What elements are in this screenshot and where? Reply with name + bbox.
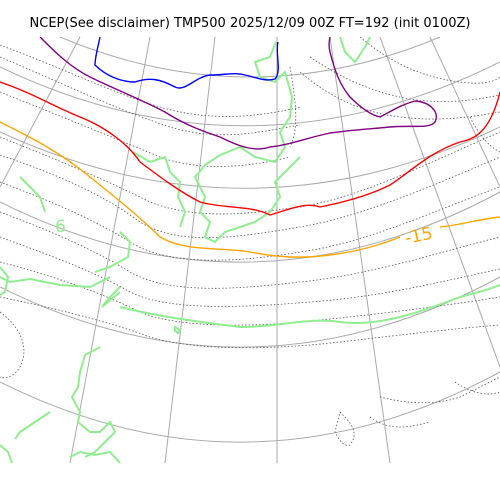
contour-label-minus15: -15 <box>403 224 434 249</box>
isotherm <box>309 56 500 102</box>
coastline <box>0 276 111 289</box>
coastline <box>0 444 13 463</box>
isotherm <box>0 56 301 136</box>
isotherm <box>0 236 500 307</box>
isotherm-minus15 <box>0 121 401 258</box>
graticule <box>0 37 500 463</box>
isotherm <box>0 131 500 215</box>
coastline <box>69 450 121 463</box>
longitude-line <box>69 37 151 463</box>
latitude-line <box>0 126 500 189</box>
coastline <box>339 37 371 64</box>
isotherm <box>379 376 500 404</box>
coastline <box>19 176 46 213</box>
latitude-line <box>0 61 500 127</box>
isotherms-minor <box>0 37 500 446</box>
latitude-line <box>0 276 500 348</box>
latitude-line <box>0 371 500 443</box>
isotherm-blue <box>94 37 279 89</box>
isotherm <box>0 181 500 261</box>
coastline <box>174 325 182 335</box>
coastline <box>193 41 301 244</box>
coastline <box>132 151 187 228</box>
coastline <box>0 266 10 296</box>
isotherm <box>0 44 301 117</box>
isotherm-purple <box>39 37 437 150</box>
longitude-line <box>379 37 500 368</box>
isotherm <box>299 71 500 120</box>
isotherm <box>369 416 431 428</box>
isotherm-red <box>0 81 500 216</box>
isotherm <box>0 311 25 379</box>
isotherm <box>0 91 291 167</box>
isotherm <box>0 261 500 326</box>
isotherm <box>0 211 500 289</box>
isotherm <box>359 37 500 84</box>
coastline <box>14 411 51 440</box>
coastline <box>70 346 117 458</box>
contour-label-minus6: 6 <box>55 217 66 237</box>
coastlines <box>0 37 500 463</box>
isotherm <box>0 296 500 349</box>
isotherm <box>334 411 355 446</box>
isotherm-minus15-east <box>439 216 500 228</box>
latitude-line <box>59 37 441 78</box>
coastline <box>119 284 500 329</box>
coastline <box>94 231 132 273</box>
isotherm <box>289 66 297 148</box>
latitude-line <box>0 191 500 263</box>
map-panel: -15 6 <box>0 37 500 463</box>
coastline <box>101 286 121 308</box>
longitude-line <box>164 37 216 463</box>
map-canvas: -15 6 <box>0 37 500 463</box>
map-title: NCEP(See disclaimer) TMP500 2025/12/09 0… <box>29 16 471 31</box>
longitude-line <box>429 37 500 188</box>
isotherm <box>454 381 500 395</box>
